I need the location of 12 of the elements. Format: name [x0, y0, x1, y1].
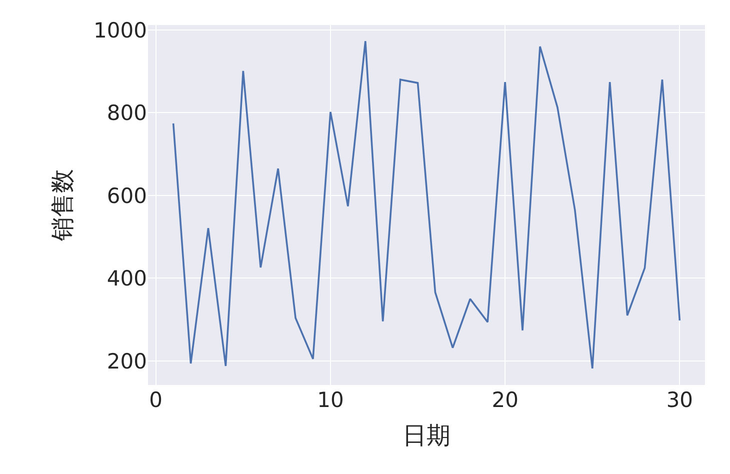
y-tick-label: 400 — [106, 266, 147, 291]
x-axis-title: 日期 — [402, 421, 450, 450]
y-tick-label: 600 — [106, 184, 147, 208]
y-tick-label: 200 — [106, 349, 147, 374]
line-series — [172, 40, 681, 370]
x-tick-label: 20 — [492, 388, 518, 412]
x-tick-label: 0 — [149, 388, 163, 412]
x-tick-label: 10 — [317, 388, 344, 412]
y-tick-label: 800 — [106, 101, 147, 126]
y-tick-label: 1000 — [94, 18, 147, 42]
x-tick-label: 30 — [666, 388, 694, 412]
y-axis-title: 销售数 — [48, 169, 77, 242]
